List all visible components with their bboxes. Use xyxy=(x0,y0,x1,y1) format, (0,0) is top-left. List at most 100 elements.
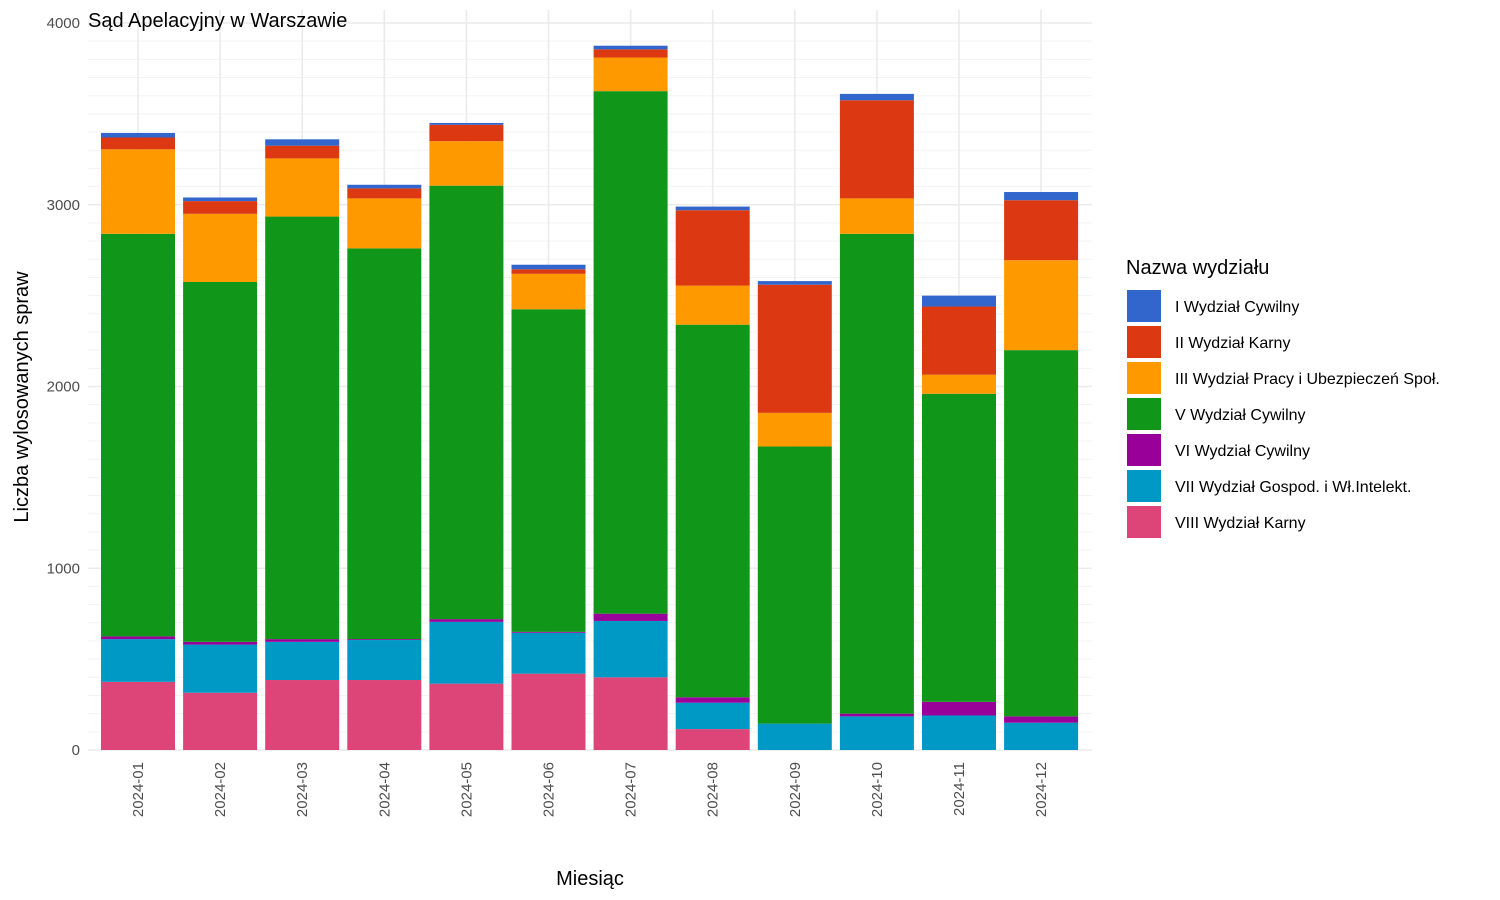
bar-segment xyxy=(265,639,340,642)
bar-segment xyxy=(265,139,340,146)
bar-segment xyxy=(347,198,422,249)
bar-segment xyxy=(593,677,668,750)
bar-segment xyxy=(511,269,586,274)
bar-segment xyxy=(922,393,996,702)
y-tick-label: 4000 xyxy=(47,15,80,32)
x-tick-label: 2024-05 xyxy=(458,762,475,817)
x-tick-label: 2024-09 xyxy=(787,762,804,817)
legend-label: II Wydział Karny xyxy=(1175,335,1290,352)
bar-segment xyxy=(101,639,175,682)
bar-segment xyxy=(183,197,258,202)
bar-segment xyxy=(839,233,914,714)
bar-segment xyxy=(429,141,504,186)
bar-segment xyxy=(101,149,175,234)
bar-segment xyxy=(347,184,422,189)
bar-segment xyxy=(839,198,914,234)
bar-segment xyxy=(1004,260,1079,351)
bar-segment xyxy=(183,281,258,642)
x-axis-title: Miesiąc xyxy=(556,868,624,890)
bar-segment xyxy=(183,213,258,282)
legend-label: VIII Wydział Karny xyxy=(1175,515,1306,532)
bar-segment xyxy=(511,631,586,633)
bar-segment xyxy=(757,446,832,724)
x-tick-labels: 2024-01 2024-02 2024-03 2024-04 2024-05 2024-… xyxy=(130,762,1050,817)
bar-segment xyxy=(511,632,586,674)
bar-segment xyxy=(675,206,750,211)
legend-label: I Wydział Cywilny xyxy=(1175,299,1299,316)
bar-segment xyxy=(922,306,996,375)
y-tick-label: 1000 xyxy=(47,560,80,577)
bar-segment xyxy=(675,697,750,703)
x-tick-label: 2024-08 xyxy=(705,762,722,817)
legend-title: Nazwa wydziału xyxy=(1126,257,1269,279)
bar-segment xyxy=(101,233,175,637)
y-tick-label: 0 xyxy=(72,742,80,759)
bar-segment xyxy=(757,723,832,750)
bar-segment xyxy=(347,680,422,750)
y-tick-label: 2000 xyxy=(47,379,80,396)
bar-segment xyxy=(593,45,668,50)
bar-segment xyxy=(429,621,504,684)
bar-segment xyxy=(1004,716,1079,723)
x-tick-label: 2024-04 xyxy=(376,762,393,817)
legend-swatch xyxy=(1127,506,1161,538)
bar-segment xyxy=(675,210,750,286)
bar-segment xyxy=(1004,192,1079,201)
legend-swatch xyxy=(1127,290,1161,322)
bar-segment xyxy=(183,692,258,750)
y-tick-labels: 0 1000 2000 3000 4000 xyxy=(47,15,80,759)
y-tick-label: 3000 xyxy=(47,197,80,214)
x-tick-label: 2024-02 xyxy=(212,762,229,817)
bar-segment xyxy=(593,613,668,621)
bar-segment xyxy=(429,619,504,622)
bar-segment xyxy=(101,132,175,138)
bar-segment xyxy=(839,100,914,199)
x-tick-label: 2024-11 xyxy=(951,762,968,816)
bar-segment xyxy=(922,374,996,394)
x-tick-label: 2024-07 xyxy=(623,762,640,817)
bars xyxy=(101,45,1079,750)
bar-segment xyxy=(429,124,504,142)
bar-segment xyxy=(183,201,258,214)
legend-swatch xyxy=(1127,362,1161,394)
bar-segment xyxy=(347,639,422,641)
bar-segment xyxy=(511,273,586,310)
bar-segment xyxy=(429,683,504,750)
legend-swatch xyxy=(1127,434,1161,466)
legend-swatch xyxy=(1127,398,1161,430)
bar-segment xyxy=(593,91,668,614)
legend: Nazwa wydziału I Wydział Cywilny II Wydzi… xyxy=(1126,257,1440,538)
legend-label: VII Wydział Gospod. i Wł.Intelekt. xyxy=(1175,479,1411,496)
bar-segment xyxy=(922,295,996,307)
bar-segment xyxy=(429,122,504,125)
bar-segment xyxy=(265,158,340,217)
bar-segment xyxy=(265,216,340,640)
bar-segment xyxy=(101,636,175,640)
bar-segment xyxy=(839,93,914,101)
bar-segment xyxy=(922,715,996,750)
bar-segment xyxy=(511,309,586,632)
bar-segment xyxy=(347,640,422,681)
bar-segment xyxy=(593,620,668,678)
bar-segment xyxy=(183,641,258,645)
bar-segment xyxy=(757,281,832,285)
bar-segment xyxy=(675,729,750,750)
bar-segment xyxy=(593,57,668,92)
bar-segment xyxy=(757,412,832,447)
bar-segment xyxy=(347,248,422,640)
bar-segment xyxy=(675,285,750,325)
bar-segment xyxy=(757,284,832,413)
bar-segment xyxy=(1004,722,1079,750)
bar-segment xyxy=(1004,200,1079,261)
bar-segment xyxy=(265,641,340,681)
legend-swatch xyxy=(1127,470,1161,502)
x-tick-label: 2024-06 xyxy=(541,762,558,817)
x-tick-label: 2024-10 xyxy=(869,762,886,817)
bar-segment xyxy=(511,264,586,270)
bar-segment xyxy=(839,716,914,750)
x-tick-label: 2024-01 xyxy=(130,762,147,817)
bar-segment xyxy=(183,644,258,693)
legend-swatch xyxy=(1127,326,1161,358)
bar-segment xyxy=(265,680,340,750)
